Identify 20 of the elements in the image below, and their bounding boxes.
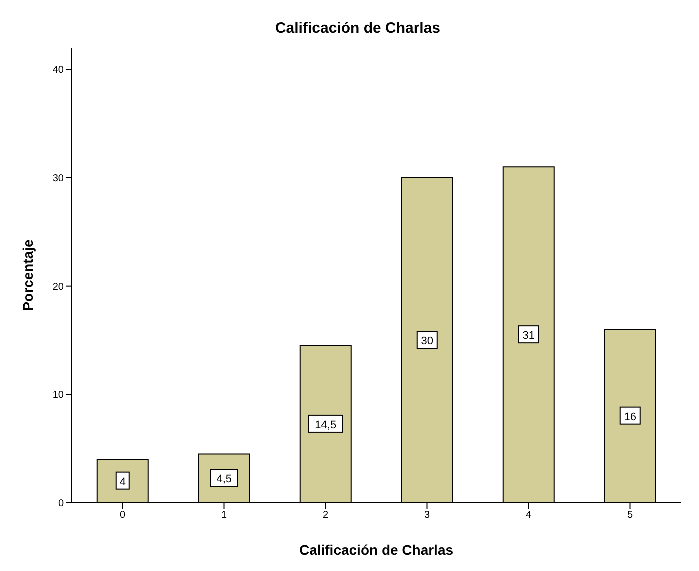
data-label: 30 bbox=[421, 336, 434, 348]
x-tick-label: 4 bbox=[526, 510, 532, 522]
y-tick-label: 40 bbox=[52, 65, 64, 76]
data-label: 16 bbox=[624, 411, 636, 424]
y-tick-label: 20 bbox=[52, 282, 64, 293]
data-label: 31 bbox=[522, 330, 535, 342]
x-axis-title: Calificación de Charlas bbox=[299, 542, 454, 558]
x-tick-label: 2 bbox=[322, 510, 329, 522]
y-tick-label: 30 bbox=[52, 174, 64, 185]
data-label: 14,5 bbox=[315, 419, 337, 432]
x-tick-label: 3 bbox=[424, 510, 430, 522]
y-tick-label: 0 bbox=[58, 498, 64, 510]
data-label: 4,5 bbox=[216, 474, 232, 486]
y-tick-label: 10 bbox=[52, 390, 64, 402]
chart-title: Calificación de Charlas bbox=[275, 20, 441, 37]
y-axis-title: Porcentaje bbox=[20, 239, 36, 312]
x-tick-label: 0 bbox=[120, 510, 126, 522]
x-tick-label: 1 bbox=[221, 510, 228, 522]
data-label: 4 bbox=[120, 476, 126, 488]
x-tick-label: 5 bbox=[627, 510, 634, 522]
